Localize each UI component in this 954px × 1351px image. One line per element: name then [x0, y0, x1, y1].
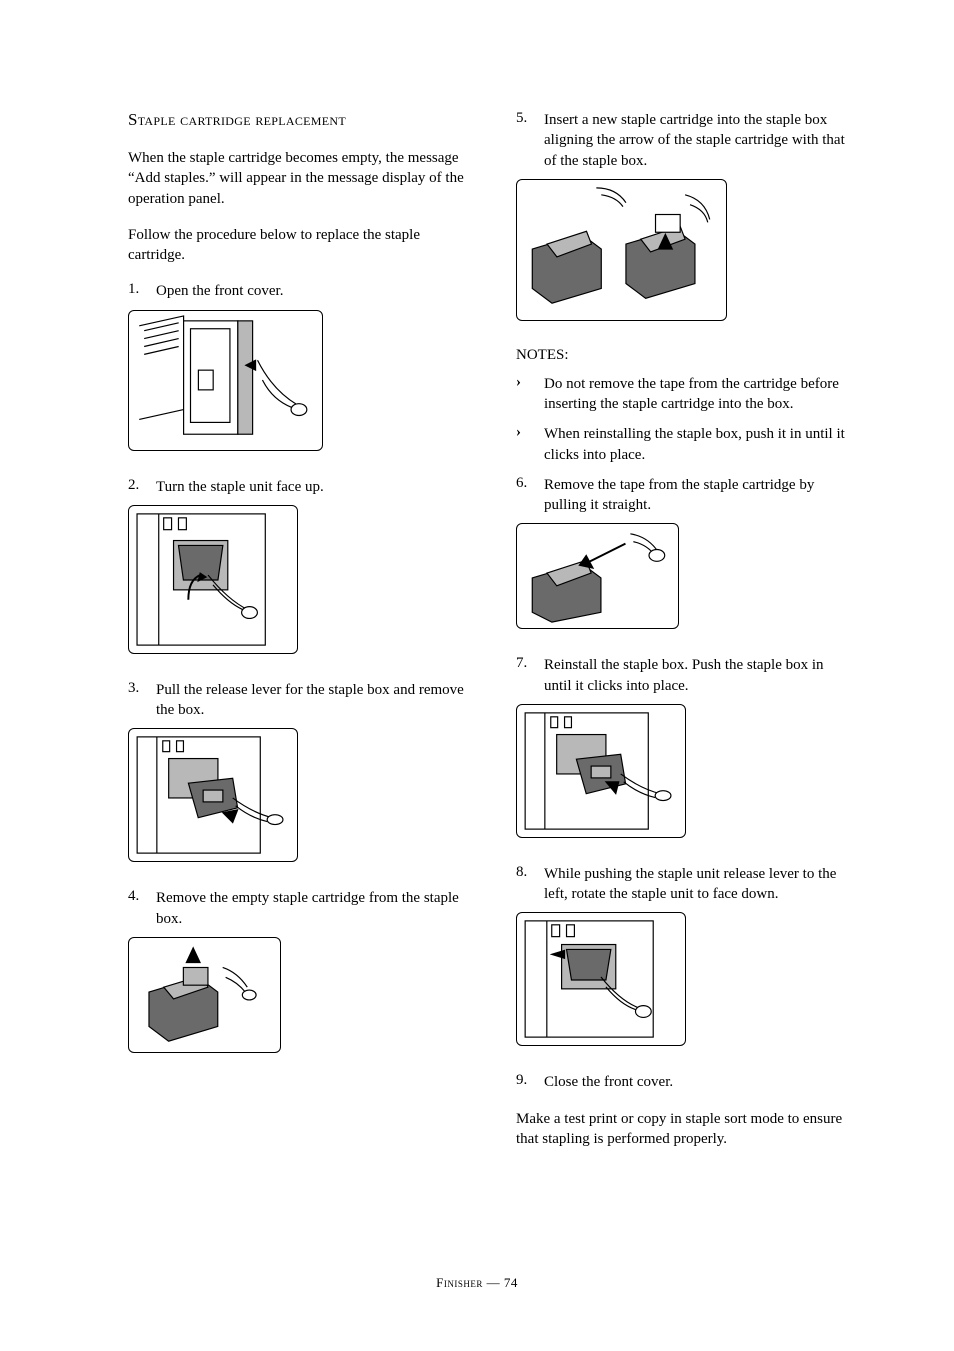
note-text: Do not remove the tape from the cartridg… [544, 374, 854, 415]
step-text: While pushing the staple unit release le… [544, 864, 854, 905]
step-text: Remove the empty staple cartridge from t… [156, 888, 466, 929]
step-text: Remove the tape from the staple cartridg… [544, 475, 854, 516]
step-text: Pull the release lever for the staple bo… [156, 680, 466, 721]
intro-paragraph-1: When the staple cartridge becomes empty,… [128, 148, 466, 209]
step-number: 4. [128, 888, 156, 929]
page: Staple cartridge replacement When the st… [0, 0, 954, 1225]
step-number: 5. [516, 110, 544, 171]
step-text: Close the front cover. [544, 1072, 854, 1092]
step-text: Open the front cover. [156, 281, 466, 301]
illustration-remove-tape [516, 523, 679, 629]
step-number: 7. [516, 655, 544, 696]
step-4: 4. Remove the empty staple cartridge fro… [128, 888, 466, 929]
note-2: › When reinstalling the staple box, push… [516, 424, 854, 465]
step-number: 2. [128, 477, 156, 497]
note-bullet-icon: › [516, 374, 544, 415]
step-6: 6. Remove the tape from the staple cartr… [516, 475, 854, 516]
step-number: 3. [128, 680, 156, 721]
step-number: 9. [516, 1072, 544, 1092]
section-title: Staple cartridge replacement [128, 110, 466, 130]
step-2: 2. Turn the staple unit face up. [128, 477, 466, 497]
step-7: 7. Reinstall the staple box. Push the st… [516, 655, 854, 696]
notes-label: NOTES: [516, 347, 854, 364]
illustration-rotate-unit [516, 912, 686, 1046]
left-column: Staple cartridge replacement When the st… [128, 110, 466, 1165]
illustration-insert-cartridge [516, 179, 727, 321]
step-5: 5. Insert a new staple cartridge into th… [516, 110, 854, 171]
step-number: 6. [516, 475, 544, 516]
intro-paragraph-2: Follow the procedure below to replace th… [128, 225, 466, 266]
illustration-open-cover [128, 310, 323, 451]
page-footer: Finisher — 74 [0, 1275, 954, 1291]
note-text: When reinstalling the staple box, push i… [544, 424, 854, 465]
step-text: Insert a new staple cartridge into the s… [544, 110, 854, 171]
step-1: 1. Open the front cover. [128, 281, 466, 301]
step-8: 8. While pushing the staple unit release… [516, 864, 854, 905]
step-3: 3. Pull the release lever for the staple… [128, 680, 466, 721]
illustration-remove-cartridge [128, 937, 281, 1053]
step-number: 1. [128, 281, 156, 301]
note-1: › Do not remove the tape from the cartri… [516, 374, 854, 415]
step-text: Reinstall the staple box. Push the stapl… [544, 655, 854, 696]
step-number: 8. [516, 864, 544, 905]
step-text: Turn the staple unit face up. [156, 477, 466, 497]
step-9: 9. Close the front cover. [516, 1072, 854, 1092]
closing-paragraph: Make a test print or copy in staple sort… [516, 1109, 854, 1150]
note-bullet-icon: › [516, 424, 544, 465]
right-column: 5. Insert a new staple cartridge into th… [516, 110, 854, 1165]
illustration-reinstall-box [516, 704, 686, 838]
illustration-pull-lever [128, 728, 298, 862]
illustration-turn-unit [128, 505, 298, 654]
